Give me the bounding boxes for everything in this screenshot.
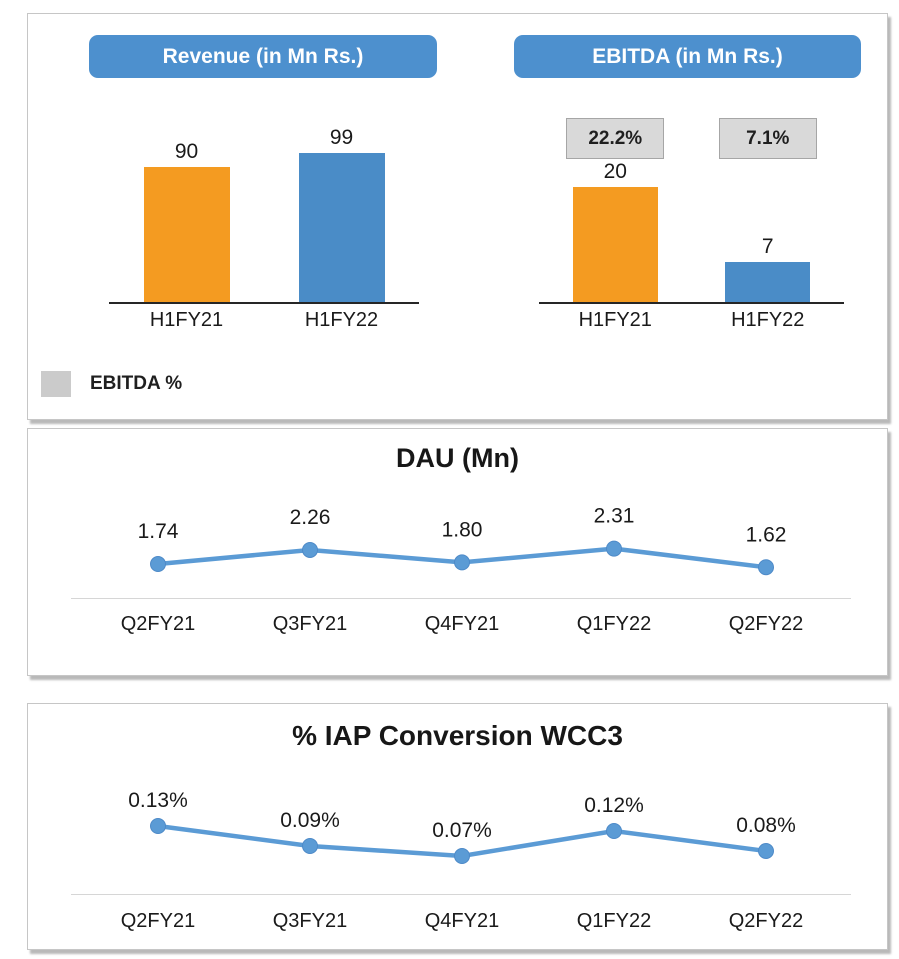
dau-category-labels: Q2FY21 Q3FY21 Q4FY21 Q1FY22 Q2FY22 — [82, 613, 842, 636]
bar-value-label: 7 — [761, 235, 774, 258]
dau-line-chart: 1.74 2.26 1.80 2.31 1.62 — [138, 505, 787, 576]
data-point-label: 0.12% — [584, 794, 644, 817]
bar — [298, 153, 385, 302]
category-label: Q4FY21 — [424, 613, 500, 635]
dau-x-axis — [71, 598, 851, 599]
ebitda-bar-chart: 20 7 H1FY21 H1FY22 — [539, 152, 844, 332]
category-label: H1FY22 — [304, 309, 379, 331]
data-point-label: 0.07% — [432, 819, 492, 842]
ebitda-category-labels: H1FY21 H1FY22 — [539, 309, 844, 332]
ebitda-percent-badge: 22.2% — [566, 118, 665, 159]
data-point-marker — [150, 556, 166, 573]
bar-slot: 90 — [109, 140, 264, 302]
data-point-label: 0.13% — [128, 789, 188, 812]
bar — [572, 187, 658, 302]
category-label: Q3FY21 — [272, 613, 348, 635]
revenue-plot-area: 90 99 — [109, 118, 419, 304]
revenue-bar-chart: 90 99 H1FY21 H1FY22 — [109, 118, 419, 332]
ebitda-chart-title: EBITDA (in Mn Rs.) — [514, 35, 861, 78]
data-point-label: 0.08% — [736, 814, 796, 837]
category-label: Q3FY21 — [272, 910, 348, 932]
ebitda-percent-badge: 7.1% — [718, 118, 817, 159]
revenue-ebitda-panel: Revenue (in Mn Rs.) EBITDA (in Mn Rs.) 2… — [27, 13, 888, 420]
data-point-marker — [454, 848, 470, 864]
bar-slot: 7 — [692, 235, 845, 302]
ebitda-percent-slot: 22.2% — [539, 118, 692, 159]
bar — [725, 262, 811, 302]
data-point-label: 0.09% — [280, 809, 340, 832]
iap-category-labels: Q2FY21 Q3FY21 Q4FY21 Q1FY22 Q2FY22 — [82, 910, 842, 933]
data-point-label: 2.31 — [594, 505, 635, 528]
data-point-marker — [302, 541, 318, 558]
data-point-label: 2.26 — [290, 506, 331, 529]
category-label: Q2FY22 — [728, 613, 804, 635]
iap-x-axis — [71, 894, 851, 895]
category-label: Q2FY22 — [728, 910, 804, 932]
data-point-marker — [302, 838, 318, 854]
iap-line-chart: 0.13% 0.09% 0.07% 0.12% 0.08% — [128, 789, 796, 864]
data-point-label: 1.74 — [138, 520, 179, 543]
category-label: Q1FY22 — [576, 910, 652, 932]
bar-value-label: 99 — [329, 126, 354, 149]
ebitda-plot-area: 20 7 — [539, 152, 844, 304]
data-point-marker — [758, 843, 774, 859]
legend-swatch-icon — [41, 371, 71, 397]
data-point-marker — [606, 823, 622, 839]
ebitda-percent-row: 22.2% 7.1% — [539, 118, 844, 159]
data-point-marker — [454, 554, 470, 571]
ebitda-percent-legend: EBITDA % — [41, 371, 182, 397]
data-point-label: 1.62 — [746, 523, 787, 546]
category-label: H1FY21 — [149, 309, 224, 331]
data-point-marker — [606, 540, 622, 557]
iap-conversion-panel: % IAP Conversion WCC3 0.13% 0.09% 0.07% 0.1… — [27, 703, 888, 950]
dau-chart-title: DAU (Mn) — [396, 443, 519, 473]
category-label: Q1FY22 — [576, 613, 652, 635]
bar — [143, 167, 230, 302]
iap-chart-title: % IAP Conversion WCC3 — [292, 720, 623, 751]
category-label: H1FY21 — [578, 309, 652, 331]
category-label: H1FY22 — [731, 309, 805, 331]
revenue-chart-title: Revenue (in Mn Rs.) — [89, 35, 437, 78]
bar-slot: 20 — [539, 160, 692, 302]
data-point-marker — [150, 818, 166, 834]
dau-panel: DAU (Mn) 1.74 2.26 1.80 2.31 1.62 Q2FY21 Q3FY… — [27, 428, 888, 676]
legend-label: EBITDA % — [90, 373, 183, 394]
data-point-marker — [758, 559, 774, 576]
data-point-label: 1.80 — [442, 518, 483, 541]
bar-slot: 99 — [264, 126, 419, 302]
bar-value-label: 90 — [174, 140, 199, 163]
category-label: Q2FY21 — [120, 910, 196, 932]
revenue-category-labels: H1FY21 H1FY22 — [109, 309, 419, 332]
category-label: Q2FY21 — [120, 613, 196, 635]
bar-value-label: 20 — [603, 160, 627, 183]
ebitda-percent-slot: 7.1% — [692, 118, 845, 159]
category-label: Q4FY21 — [424, 910, 500, 932]
